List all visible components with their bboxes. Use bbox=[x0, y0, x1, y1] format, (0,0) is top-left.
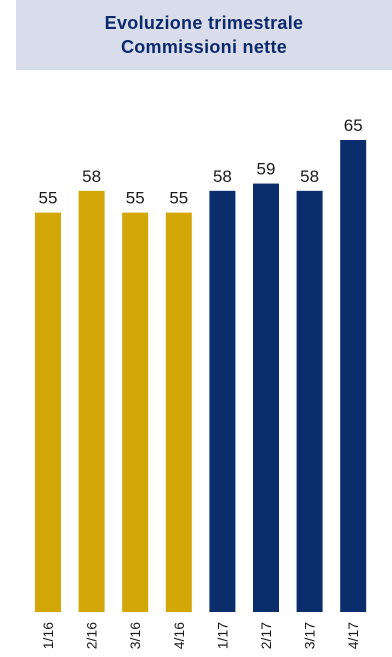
bar-1-17 bbox=[209, 190, 236, 613]
bar-1-16 bbox=[35, 212, 61, 612]
x-tick-label-4-16: 4/16 bbox=[171, 622, 187, 649]
bar-2-16 bbox=[78, 190, 105, 613]
bar-2-17 bbox=[253, 183, 279, 613]
x-tick-label-2-17: 2/17 bbox=[258, 622, 274, 649]
chart-title-line-2: Commissioni nette bbox=[120, 37, 288, 57]
x-tick-label-3-17: 3/17 bbox=[302, 622, 318, 649]
bar-4-17 bbox=[340, 140, 367, 612]
chart-title-box: Evoluzione trimestrale Commissioni nette bbox=[16, 0, 392, 70]
chart-title-line-1: Evoluzione trimestrale bbox=[104, 13, 304, 33]
bar-3-16 bbox=[122, 212, 149, 612]
data-label-3-17: 58 bbox=[300, 167, 319, 186]
data-label-4-17: 65 bbox=[344, 116, 363, 135]
x-tick-label-2-16: 2/16 bbox=[84, 622, 100, 649]
bar-3-17 bbox=[296, 190, 323, 613]
data-label-4-16: 55 bbox=[169, 189, 188, 208]
data-label-1-16: 55 bbox=[39, 189, 58, 208]
data-label-2-17: 59 bbox=[257, 160, 276, 179]
data-label-1-17: 58 bbox=[213, 167, 232, 186]
x-tick-label-4-17: 4/17 bbox=[345, 622, 361, 649]
data-label-2-16: 58 bbox=[82, 167, 101, 186]
data-label-3-16: 55 bbox=[126, 189, 145, 208]
x-tick-label-3-16: 3/16 bbox=[127, 622, 143, 649]
bar-4-16 bbox=[165, 212, 192, 612]
x-tick-label-1-16: 1/16 bbox=[40, 622, 56, 649]
x-tick-label-1-17: 1/17 bbox=[214, 622, 230, 649]
